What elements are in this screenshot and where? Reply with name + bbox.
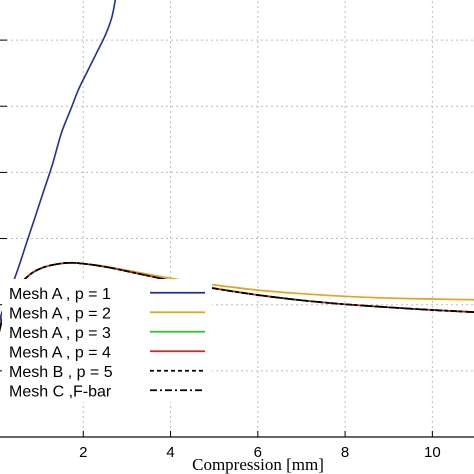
x-axis-title: Compression [mm] (192, 455, 324, 474)
legend-label-1: Mesh A , p = 2 (9, 305, 111, 322)
x-tick-label-4: 10 (424, 444, 441, 461)
legend-label-4: Mesh B , p = 5 (9, 364, 113, 381)
legend-label-3: Mesh A , p = 4 (9, 344, 111, 361)
legend: Mesh A , p = 1 Mesh A , p = 2 Mesh A , p =… (2, 279, 212, 402)
grid (0, 0, 474, 437)
legend-label-0: Mesh A , p = 1 (9, 286, 111, 303)
legend-label-5: Mesh C ,F-bar (9, 383, 112, 400)
x-tick-label-3: 8 (341, 444, 349, 461)
x-tick-label-2: 6 (254, 444, 262, 461)
plot-frame (0, 436, 474, 438)
x-tick-label-1: 4 (166, 444, 174, 461)
legend-label-2: Mesh A , p = 3 (9, 325, 111, 342)
legend-background (2, 279, 212, 402)
x-tick-label-0: 2 (79, 444, 87, 461)
